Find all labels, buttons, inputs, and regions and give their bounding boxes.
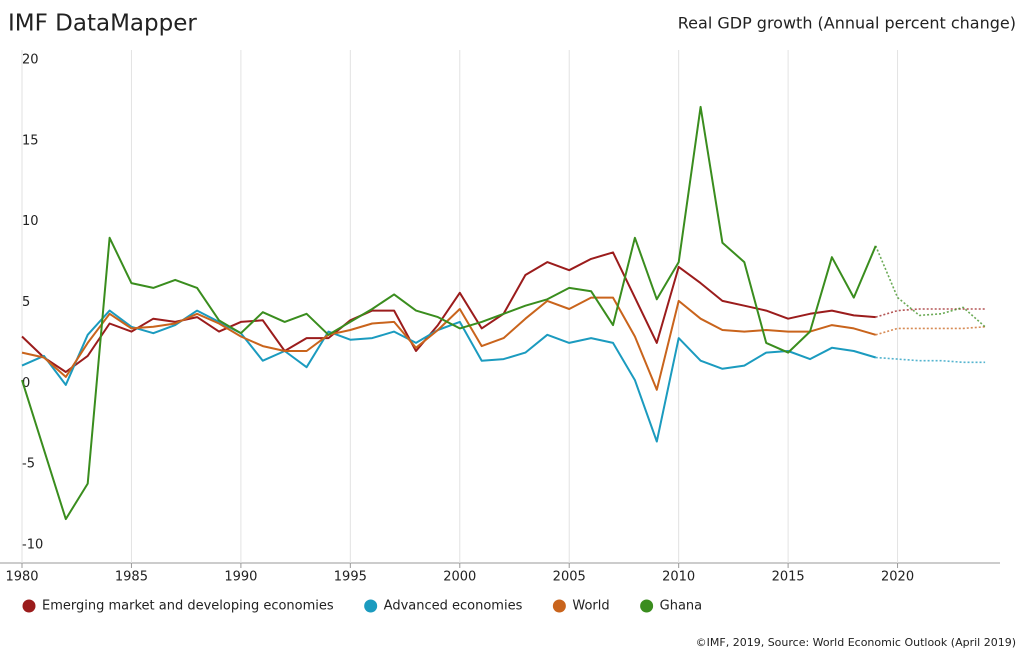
y-tick-label: 20 — [22, 53, 39, 68]
y-tick-label: 10 — [22, 214, 39, 229]
y-tick-label: 5 — [22, 295, 30, 310]
legend-label: World — [572, 599, 609, 614]
y-tick-label: -5 — [22, 457, 35, 472]
brand: IMF DataMapper — [8, 11, 197, 37]
legend-marker — [22, 599, 36, 613]
source: ©IMF, 2019, Source: World Economic Outlo… — [696, 636, 1016, 649]
x-tick-label: 2010 — [662, 570, 695, 585]
series-projection — [875, 356, 986, 364]
x-tick-label: 2000 — [443, 570, 476, 585]
x-tick-label: 1995 — [334, 570, 367, 585]
legend-marker — [640, 599, 654, 613]
series-line — [21, 251, 876, 373]
x-tick-label: 2020 — [881, 570, 914, 585]
series-projection — [875, 326, 986, 336]
y-tick-label: -10 — [22, 538, 43, 553]
chart-title: Real GDP growth (Annual percent change) — [678, 14, 1016, 33]
x-tick-label: 2015 — [772, 570, 805, 585]
x-tick-label: 1980 — [5, 570, 38, 585]
series-line — [21, 296, 876, 391]
legend-label: Emerging market and developing economies — [42, 599, 334, 614]
series-line — [21, 105, 877, 521]
legend-marker — [364, 599, 378, 613]
legend-label: Ghana — [660, 599, 703, 614]
x-tick-label: 1990 — [224, 570, 257, 585]
series-projection — [875, 308, 986, 318]
y-tick-label: 15 — [22, 133, 39, 148]
y-tick-label: 0 — [22, 376, 30, 391]
legend-marker — [552, 599, 566, 613]
series-projection — [874, 245, 986, 328]
legend-label: Advanced economies — [384, 599, 523, 614]
x-tick-label: 1985 — [115, 570, 148, 585]
x-tick-label: 2005 — [553, 570, 586, 585]
series-line — [21, 309, 876, 443]
